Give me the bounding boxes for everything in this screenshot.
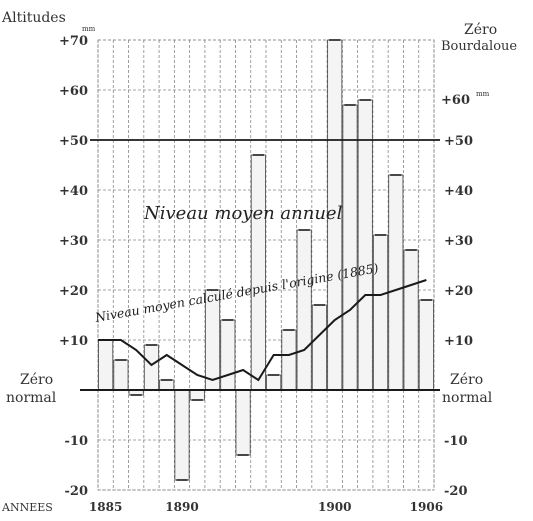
y-tick-labels: +70 +60 +50 +40 +30 +20 +10 -10 -20 +50 +40 +30 +20 +… bbox=[59, 34, 473, 499]
zero-label-left-line1: Zéro bbox=[20, 372, 53, 388]
zero-label-left-line2: normal bbox=[6, 390, 57, 406]
annual-bar-1904 bbox=[388, 174, 404, 391]
y-tick-right-+30: +30 bbox=[444, 234, 473, 249]
y-tick-left-+70: +70 bbox=[59, 34, 88, 49]
annual-bar-1895 bbox=[250, 154, 266, 391]
annual-bar-1885 bbox=[98, 339, 114, 391]
zero-label-right-line2: normal bbox=[442, 390, 493, 406]
y-tick-right-+20: +20 bbox=[444, 284, 473, 299]
annual-bar-1888 bbox=[143, 344, 160, 391]
x-axis-title: ANNEES bbox=[1, 501, 53, 514]
cumulative-line-group bbox=[98, 279, 427, 382]
annual-bar-1891 bbox=[189, 389, 205, 401]
y-tick-right--10: -10 bbox=[444, 434, 468, 449]
annual-bar-1893 bbox=[220, 319, 236, 391]
annual-bar-1901 bbox=[342, 104, 358, 391]
y-tick-left-+30: +30 bbox=[59, 234, 88, 249]
zero-label-right-line1: Zéro bbox=[450, 372, 483, 388]
annual-bars bbox=[98, 39, 434, 481]
annual-bar-1894 bbox=[235, 389, 251, 456]
y-tick-right-+10: +10 bbox=[444, 334, 473, 349]
reference-lines bbox=[80, 139, 440, 391]
annual-bar-1898 bbox=[296, 229, 312, 391]
y-tick-left-+20: +20 bbox=[59, 284, 88, 299]
x-tick-labels: 1885 1890 1900 1906 bbox=[89, 500, 443, 514]
annual-bar-1897 bbox=[281, 329, 297, 391]
annual-bar-1905 bbox=[403, 249, 419, 391]
y-tick-left-+10: +10 bbox=[59, 334, 88, 349]
y-tick-right--20: -20 bbox=[444, 484, 468, 499]
y-tick-right-+40: +40 bbox=[444, 184, 473, 199]
annual-bar-1899 bbox=[311, 304, 328, 391]
x-tick-1900: 1900 bbox=[318, 500, 351, 514]
annual-bar-1906 bbox=[418, 299, 434, 391]
x-tick-1890: 1890 bbox=[165, 500, 198, 514]
left-axis-title: Altitudes bbox=[1, 10, 66, 26]
left-axis-unit: mm bbox=[82, 25, 96, 33]
annual-bar-1890 bbox=[174, 389, 190, 481]
y-tick-left--10: -10 bbox=[65, 434, 89, 449]
y-tick-left--20: -20 bbox=[65, 484, 89, 499]
annual-bar-1903 bbox=[372, 234, 389, 391]
annual-bar-1889 bbox=[159, 379, 175, 391]
y-tick-left-+50: +50 bbox=[59, 134, 88, 149]
annual-bar-1902 bbox=[357, 99, 373, 391]
grid bbox=[97, 39, 435, 491]
right-axis-title-line2: Bourdaloue bbox=[441, 39, 517, 54]
annual-bar-1886 bbox=[113, 359, 129, 391]
annual-series-label: Niveau moyen annuel bbox=[143, 203, 343, 224]
y-tick-left-+40: +40 bbox=[59, 184, 88, 199]
y-tick-right-+50: +50 bbox=[444, 134, 473, 149]
plot-frame bbox=[97, 39, 435, 491]
annual-bar-1896 bbox=[266, 374, 282, 391]
right-axis-unit-label: +60 bbox=[441, 93, 470, 108]
x-tick-1885: 1885 bbox=[89, 500, 122, 514]
x-tick-1906: 1906 bbox=[410, 500, 443, 514]
right-axis-title-line1: Zéro bbox=[464, 22, 497, 38]
right-axis-unit-sup: mm bbox=[476, 90, 490, 98]
y-tick-left-+60: +60 bbox=[59, 84, 88, 99]
